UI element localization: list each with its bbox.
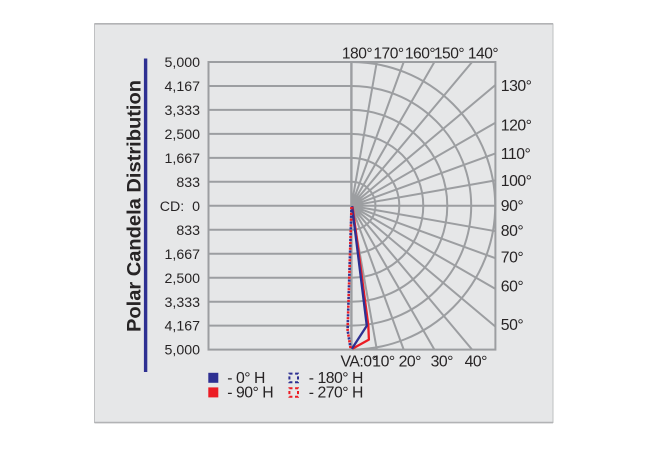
svg-text:40°: 40° [465, 353, 488, 370]
svg-text:150°: 150° [434, 46, 465, 63]
svg-text:160°: 160° [405, 46, 436, 63]
svg-text:2,500: 2,500 [164, 271, 200, 287]
svg-text:VA:0°: VA:0° [341, 353, 378, 370]
svg-text:180°: 180° [342, 46, 373, 63]
svg-text:3,333: 3,333 [164, 295, 200, 311]
svg-text:5,000: 5,000 [164, 55, 200, 71]
svg-text:- 270° H: - 270° H [309, 385, 363, 402]
svg-text:833: 833 [176, 223, 200, 239]
svg-text:- 180° H: - 180° H [309, 370, 363, 387]
svg-text:140°: 140° [468, 46, 499, 63]
svg-text:4,167: 4,167 [164, 79, 200, 95]
svg-text:110°: 110° [501, 146, 531, 163]
svg-text:5,000: 5,000 [164, 343, 200, 359]
svg-text:60°: 60° [501, 279, 524, 296]
svg-text:- 90° H: - 90° H [227, 385, 273, 402]
svg-text:130°: 130° [501, 78, 532, 95]
svg-text:120°: 120° [501, 118, 532, 135]
svg-text:70°: 70° [501, 250, 524, 267]
svg-text:- 0° H: - 0° H [227, 370, 265, 387]
svg-text:80°: 80° [501, 223, 524, 240]
svg-text:833: 833 [176, 175, 200, 191]
svg-text:100°: 100° [501, 173, 532, 190]
svg-text:30°: 30° [431, 353, 454, 370]
svg-text:50°: 50° [501, 317, 524, 334]
svg-text:10°: 10° [372, 353, 395, 370]
svg-text:Polar Candela Distribution: Polar Candela Distribution [124, 80, 146, 332]
svg-text:4,167: 4,167 [164, 319, 200, 335]
svg-text:1,667: 1,667 [164, 151, 200, 167]
svg-text:170°: 170° [373, 46, 404, 63]
svg-text:2,500: 2,500 [164, 127, 200, 143]
svg-text:20°: 20° [399, 353, 422, 370]
svg-text:CD: 0: CD: 0 [160, 199, 200, 215]
svg-text:90°: 90° [501, 198, 524, 215]
svg-text:1,667: 1,667 [164, 247, 200, 263]
svg-text:3,333: 3,333 [164, 103, 200, 119]
